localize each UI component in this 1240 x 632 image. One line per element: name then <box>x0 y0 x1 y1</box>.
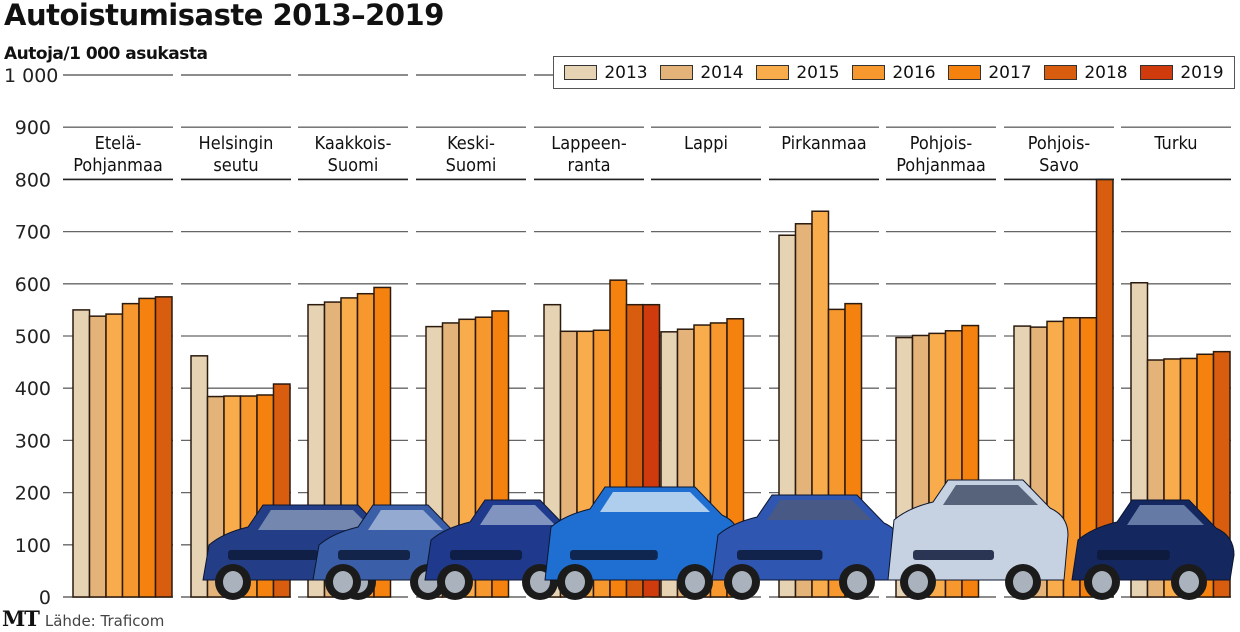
category-label: Pohjanmaa <box>73 155 163 176</box>
y-tick-label: 0 <box>39 587 51 609</box>
bar-2013 <box>190 355 209 598</box>
car-icon <box>424 499 586 600</box>
legend-item-2014: 2014 <box>660 62 744 83</box>
car-icon <box>544 486 741 600</box>
car-illustration <box>202 479 1235 600</box>
mt-logo: MT <box>2 606 40 631</box>
legend-item-2019: 2019 <box>1140 62 1224 83</box>
y-tick-label: 200 <box>15 483 51 505</box>
bar-2017 <box>138 297 157 598</box>
category-label: Suomi <box>328 155 379 176</box>
y-tick-label: 600 <box>15 274 51 296</box>
category-label-background <box>63 129 173 178</box>
category-label: seutu <box>213 155 258 176</box>
legend-item-2015: 2015 <box>756 62 840 83</box>
category-label: Lappeen- <box>551 133 627 154</box>
category-label: Pohjois- <box>910 133 973 154</box>
category-label: ranta <box>567 155 610 176</box>
category-label: Pirkanmaa <box>781 133 866 154</box>
y-tick-label: 1 000 <box>4 65 58 87</box>
category-label-background <box>298 129 408 178</box>
category-label: Suomi <box>446 155 497 176</box>
category-label: Pohjois- <box>1028 133 1091 154</box>
y-tick-label: 500 <box>15 326 51 348</box>
legend-swatch <box>852 65 886 80</box>
y-tick-label: 400 <box>15 378 51 400</box>
legend-label: 2014 <box>700 62 744 83</box>
bar-2014 <box>88 315 107 598</box>
category-label: Pohjanmaa <box>896 155 986 176</box>
category-label: Helsingin <box>199 133 274 154</box>
legend-label: 2019 <box>1180 62 1224 83</box>
car-icon <box>711 494 903 600</box>
category-label-background <box>1004 129 1114 178</box>
bar-2016 <box>121 302 140 598</box>
legend-item-2013: 2013 <box>564 62 648 83</box>
y-tick-label: 700 <box>15 222 51 244</box>
legend-label: 2016 <box>892 62 936 83</box>
y-axis-labels: 0 100 200 300 400 500 600 700 800 900 1 000 <box>4 65 58 609</box>
bar-2013 <box>72 309 91 598</box>
y-axis-unit-label: Autoja/1 000 asukasta <box>4 44 208 64</box>
legend-swatch <box>660 65 694 80</box>
legend-label: 2015 <box>796 62 840 83</box>
legend-label: 2018 <box>1084 62 1128 83</box>
source-label: Lähde: Traficom <box>44 612 165 630</box>
legend: 2013 2014 2015 2016 2017 2018 2019 <box>553 56 1235 89</box>
car-icon <box>1071 499 1235 600</box>
category-label-background <box>886 129 996 178</box>
category-label-background <box>769 129 879 178</box>
car-icon <box>887 479 1069 600</box>
category-label: Kaakkois- <box>315 133 392 154</box>
category-label-background <box>181 129 291 178</box>
y-tick-label: 800 <box>15 169 51 191</box>
legend-item-2016: 2016 <box>852 62 936 83</box>
footer: MT Lähde: Traficom <box>2 606 164 631</box>
legend-label: 2017 <box>988 62 1032 83</box>
bar-2018 <box>154 296 173 598</box>
chart-title: Autoistumisaste 2013–2019 <box>4 0 444 32</box>
category-labels: Etelä-PohjanmaaHelsinginseutuKaakkois-Su… <box>63 129 1231 181</box>
category-label-background <box>534 129 644 178</box>
category-label-background <box>416 129 526 178</box>
category-label: Lappi <box>684 133 728 154</box>
y-tick-label: 100 <box>15 535 51 557</box>
legend-swatch <box>1140 65 1174 80</box>
category-label-background <box>651 129 761 178</box>
legend-swatch <box>1044 65 1078 80</box>
legend-swatch <box>756 65 790 80</box>
legend-item-2017: 2017 <box>948 62 1032 83</box>
legend-item-2018: 2018 <box>1044 62 1128 83</box>
legend-label: 2013 <box>604 62 648 83</box>
category-label: Turku <box>1153 133 1197 154</box>
category-label-background <box>1121 129 1231 178</box>
legend-swatch <box>948 65 982 80</box>
category-label: Keski- <box>447 133 495 154</box>
category-label: Etelä- <box>95 133 142 154</box>
y-tick-label: 900 <box>15 117 51 139</box>
bar-2015 <box>105 313 124 598</box>
y-tick-label: 300 <box>15 430 51 452</box>
category-label: Savo <box>1039 155 1079 176</box>
legend-swatch <box>564 65 598 80</box>
